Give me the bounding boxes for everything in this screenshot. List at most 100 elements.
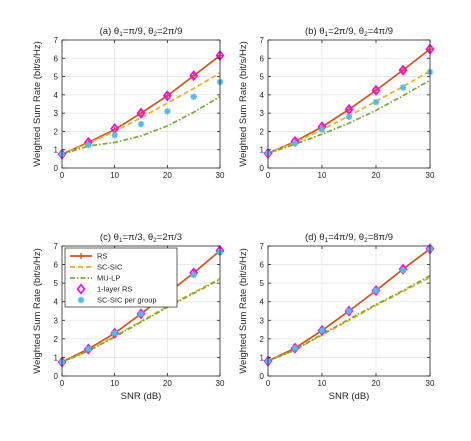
y-tick-label: 3: [260, 109, 265, 118]
y-tick-label: 7: [54, 242, 59, 251]
y-tick-label: 5: [260, 73, 265, 82]
title-theta-value: =π/9,: [123, 26, 148, 37]
x-tick-label: 10: [318, 379, 327, 388]
data-point: [318, 327, 326, 334]
y-tick-label: 4: [54, 298, 59, 307]
title-theta: θ: [319, 26, 324, 37]
x-tick-label: 20: [163, 171, 172, 180]
y-tick-label: 0: [260, 164, 265, 173]
title-label: (b): [305, 26, 319, 37]
axes-box: [61, 39, 221, 169]
title-subscript: 1: [119, 31, 123, 38]
data-point: [137, 310, 145, 317]
chart-panel-d: 0 1 2 3 4 5 6 7 0 10 20 30 Weighted Sum Rate (bit/s/…: [238, 232, 435, 402]
x-axis-label: SNR (dB): [121, 391, 162, 402]
y-tick-label: 0: [54, 372, 59, 381]
chart-title: (c) θ1=π/3, θ2=2π/3: [100, 232, 182, 244]
x-axis-label: SNR (dB): [329, 391, 370, 402]
series-mu-lp: [61, 95, 221, 156]
legend-label: SC-SIC: [97, 263, 123, 272]
y-tick-label: 0: [260, 372, 265, 381]
y-tick-label: 6: [260, 54, 265, 63]
data-point: [85, 345, 92, 353]
y-tick-label: 4: [54, 91, 59, 100]
title-theta-value: =2π/3: [157, 232, 182, 243]
data-point: [318, 126, 326, 133]
data-point: [137, 120, 145, 128]
data-point: [399, 266, 407, 274]
y-tick-label: 1: [54, 146, 59, 155]
y-tick-label: 1: [260, 353, 265, 362]
y-axis-label: Weighted Sum Rate (bit/s/Hz): [32, 248, 43, 373]
legend: RS SC-SIC MU-LP 1-layer RS SC-SIC per group: [64, 247, 178, 308]
data-point: [85, 141, 92, 149]
legend-swatch-marker: [76, 283, 86, 295]
data-point: [345, 307, 353, 315]
title-theta: θ: [359, 26, 364, 37]
y-tick-label: 6: [260, 261, 265, 270]
title-theta-value: =2π/9,: [328, 26, 359, 37]
legend-label: MU-LP: [97, 274, 120, 283]
x-tick-label: 20: [372, 379, 381, 388]
y-tick-label: 7: [260, 242, 265, 251]
title-theta-value: =4π/9: [368, 26, 393, 37]
title-label: (c): [100, 232, 114, 243]
data-point: [164, 92, 171, 99]
plot-area: [62, 40, 220, 168]
title-theta-value: =2π/9: [157, 26, 182, 37]
y-axis-label: Weighted Sum Rate (bit/s/Hz): [32, 41, 43, 166]
data-point: [291, 140, 299, 147]
y-tick-label: 1: [54, 353, 59, 362]
data-point: [400, 67, 406, 74]
title-theta: θ: [359, 232, 364, 243]
y-tick-label: 2: [260, 335, 265, 344]
y-tick-label: 3: [260, 316, 265, 325]
data-point: [190, 271, 197, 278]
legend-label: RS: [97, 252, 107, 261]
title-theta: θ: [319, 232, 324, 243]
data-point: [398, 263, 408, 275]
chart-title: (d) θ1=4π/9, θ2=8π/9: [305, 232, 393, 244]
title-label: (d): [305, 232, 319, 243]
legend-swatch-marker: [78, 253, 84, 259]
chart-panel-b: 0 1 2 3 4 5 6 7 0 10 20 30 Weighted Sum Rate (bit/s/…: [238, 26, 435, 180]
x-tick-label: 10: [318, 171, 327, 180]
legend-item: 1-layer RS: [76, 283, 132, 295]
y-tick-label: 0: [54, 164, 59, 173]
x-tick-label: 0: [60, 379, 65, 388]
legend-item: RS: [70, 252, 107, 261]
series-line: [61, 95, 221, 156]
y-tick-label: 7: [54, 36, 59, 45]
x-tick-label: 30: [426, 379, 435, 388]
data-point: [291, 344, 299, 352]
x-tick-label: 0: [266, 379, 271, 388]
legend-label: SC-SIC per group: [97, 296, 157, 305]
data-point: [399, 84, 407, 91]
data-point: [372, 287, 380, 294]
y-tick-label: 3: [54, 109, 59, 118]
y-axis-label: Weighted Sum Rate (bit/s/Hz): [238, 248, 249, 373]
axes-box: [61, 245, 221, 377]
data-point: [345, 113, 353, 120]
y-tick-label: 5: [54, 73, 59, 82]
title-theta: θ: [114, 232, 119, 243]
y-tick-label: 4: [260, 91, 265, 100]
x-tick-label: 30: [216, 171, 225, 180]
y-tick-label: 5: [54, 279, 59, 288]
chart-title: (a) θ1=π/9, θ2=2π/9: [100, 26, 183, 38]
data-point: [373, 87, 379, 94]
title-subscript: 2: [153, 237, 157, 244]
title-subscript: 2: [364, 31, 368, 38]
x-tick-label: 30: [216, 379, 225, 388]
y-tick-label: 7: [260, 36, 265, 45]
title-theta: θ: [114, 26, 119, 37]
axes-box: [267, 245, 431, 377]
title-subscript: 2: [153, 31, 157, 38]
x-tick-label: 10: [110, 171, 119, 180]
legend-swatch-marker: [77, 296, 85, 304]
legend-item: MU-LP: [70, 274, 120, 283]
title-theta-value: =4π/9,: [328, 232, 359, 243]
data-point: [346, 106, 352, 113]
legend-item: SC-SIC: [70, 263, 123, 272]
